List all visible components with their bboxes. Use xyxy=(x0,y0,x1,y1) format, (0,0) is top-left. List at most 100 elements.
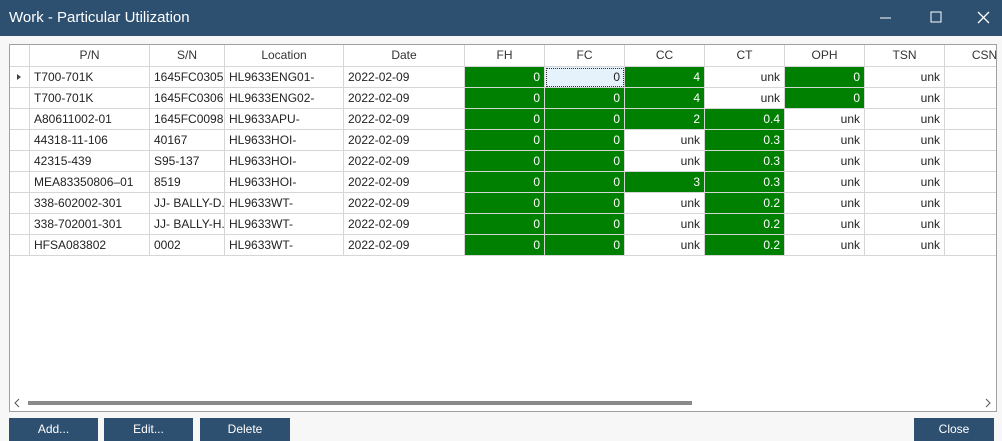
grid-cell[interactable]: unk xyxy=(865,172,945,193)
grid-cell[interactable]: unk xyxy=(785,235,865,256)
grid-cell[interactable]: unk xyxy=(865,193,945,214)
grid-cell[interactable]: unk xyxy=(705,67,785,88)
grid-cell[interactable]: 0 xyxy=(545,235,625,256)
edit-button[interactable]: Edit... xyxy=(104,418,193,441)
grid-cell[interactable]: JJ- BALLY-H... xyxy=(150,214,225,235)
scroll-right[interactable] xyxy=(985,398,991,408)
grid-cell[interactable]: 0.3 xyxy=(705,130,785,151)
grid-cell[interactable]: A80611002-01 xyxy=(30,109,150,130)
grid-cell[interactable]: 0.2 xyxy=(705,235,785,256)
grid-cell[interactable] xyxy=(945,235,996,256)
grid-cell[interactable]: unk xyxy=(865,151,945,172)
grid-cell[interactable]: 8519 xyxy=(150,172,225,193)
grid-cell[interactable]: T700-701K xyxy=(30,67,150,88)
grid-cell[interactable]: unk xyxy=(865,214,945,235)
grid-cell[interactable]: 0.4 xyxy=(705,109,785,130)
grid-cell[interactable]: T700-701K xyxy=(30,88,150,109)
row-header[interactable] xyxy=(10,193,30,214)
grid-cell[interactable]: unk xyxy=(785,109,865,130)
grid-cell[interactable]: 338-602002-301 xyxy=(30,193,150,214)
grid-cell[interactable]: 338-702001-301 xyxy=(30,214,150,235)
grid-cell[interactable]: HL9633ENG02- xyxy=(225,88,344,109)
column-header[interactable]: Location xyxy=(225,45,344,67)
grid-cell[interactable]: unk xyxy=(625,214,705,235)
grid-cell[interactable]: 44318-11-106 xyxy=(30,130,150,151)
grid-cell[interactable]: HL9633WT- xyxy=(225,193,344,214)
row-header[interactable] xyxy=(10,235,30,256)
column-header[interactable]: OPH xyxy=(785,45,865,67)
grid-cell[interactable]: 0 xyxy=(785,67,865,88)
add-button[interactable]: Add... xyxy=(9,418,98,441)
row-header[interactable] xyxy=(10,130,30,151)
grid-cell[interactable] xyxy=(945,130,996,151)
grid-cell[interactable]: 2022-02-09 xyxy=(344,172,465,193)
grid-cell[interactable]: 0 xyxy=(545,130,625,151)
grid-cell[interactable]: 0 xyxy=(465,67,545,88)
grid-cell[interactable]: 0 xyxy=(465,214,545,235)
grid-cell[interactable] xyxy=(945,214,996,235)
grid-cell[interactable]: 0 xyxy=(545,109,625,130)
grid-cell[interactable]: unk xyxy=(865,88,945,109)
grid-cell[interactable]: HL9633HOI- xyxy=(225,130,344,151)
scroll-left[interactable] xyxy=(14,398,20,408)
grid-cell[interactable]: unk xyxy=(785,130,865,151)
row-header[interactable] xyxy=(10,109,30,130)
column-header[interactable]: FC xyxy=(545,45,625,67)
grid-cell[interactable]: 0.2 xyxy=(705,214,785,235)
grid-cell[interactable]: 1645FC0306 xyxy=(150,88,225,109)
grid-cell[interactable]: 2022-02-09 xyxy=(344,214,465,235)
grid-cell[interactable]: unk xyxy=(625,130,705,151)
grid-cell[interactable] xyxy=(945,88,996,109)
grid-cell[interactable]: 0 xyxy=(465,193,545,214)
grid-cell[interactable]: 42315-439 xyxy=(30,151,150,172)
column-header[interactable]: Date xyxy=(344,45,465,67)
grid-cell[interactable]: 1645FC0305 xyxy=(150,67,225,88)
close-button[interactable]: Close xyxy=(914,418,994,441)
grid-cell[interactable]: unk xyxy=(865,67,945,88)
grid-cell[interactable]: HL9633HOI- xyxy=(225,151,344,172)
grid-cell[interactable]: 2022-02-09 xyxy=(344,67,465,88)
grid-cell[interactable]: unk xyxy=(625,193,705,214)
column-header[interactable]: FH xyxy=(465,45,545,67)
grid-cell[interactable]: unk xyxy=(785,193,865,214)
grid-cell[interactable]: unk xyxy=(785,151,865,172)
grid-cell[interactable]: 0.3 xyxy=(705,172,785,193)
close-window-button[interactable] xyxy=(977,11,990,24)
column-header[interactable]: CSN xyxy=(945,45,996,67)
grid-cell[interactable]: 0.2 xyxy=(705,193,785,214)
grid-cell[interactable]: 0 xyxy=(785,88,865,109)
grid-cell[interactable]: HL9633HOI- xyxy=(225,172,344,193)
column-header[interactable]: P/N xyxy=(30,45,150,67)
grid-cell[interactable]: S95-137 xyxy=(150,151,225,172)
column-header[interactable]: S/N xyxy=(150,45,225,67)
row-header[interactable] xyxy=(10,151,30,172)
grid-cell[interactable] xyxy=(945,109,996,130)
grid-cell[interactable]: 2022-02-09 xyxy=(344,130,465,151)
grid-cell[interactable]: 0 xyxy=(545,151,625,172)
row-header[interactable] xyxy=(10,214,30,235)
grid-cell[interactable]: unk xyxy=(865,130,945,151)
grid-cell[interactable]: HL9633WT- xyxy=(225,214,344,235)
grid-cell[interactable]: 0 xyxy=(465,109,545,130)
grid-cell[interactable]: HL9633ENG01- xyxy=(225,67,344,88)
grid-cell[interactable]: 0 xyxy=(465,151,545,172)
grid-cell[interactable]: 4 xyxy=(625,67,705,88)
row-header[interactable] xyxy=(10,172,30,193)
grid-cell[interactable]: unk xyxy=(865,109,945,130)
grid-cell[interactable]: unk xyxy=(625,235,705,256)
grid-cell[interactable]: 0 xyxy=(465,235,545,256)
grid-cell[interactable]: 2022-02-09 xyxy=(344,193,465,214)
delete-button[interactable]: Delete xyxy=(200,418,290,441)
grid-cell[interactable]: 0 xyxy=(465,88,545,109)
grid-cell[interactable] xyxy=(945,151,996,172)
grid-cell[interactable]: 0 xyxy=(545,67,625,88)
grid-cell[interactable]: 2022-02-09 xyxy=(344,109,465,130)
grid-cell[interactable]: 1645FC0098 xyxy=(150,109,225,130)
maximize-button[interactable] xyxy=(930,11,942,23)
grid-cell[interactable]: 0 xyxy=(465,130,545,151)
grid-cell[interactable]: 0 xyxy=(545,193,625,214)
grid-cell[interactable]: 2022-02-09 xyxy=(344,151,465,172)
row-header[interactable] xyxy=(10,67,30,88)
grid-cell[interactable]: HL9633APU- xyxy=(225,109,344,130)
column-header[interactable]: CT xyxy=(705,45,785,67)
